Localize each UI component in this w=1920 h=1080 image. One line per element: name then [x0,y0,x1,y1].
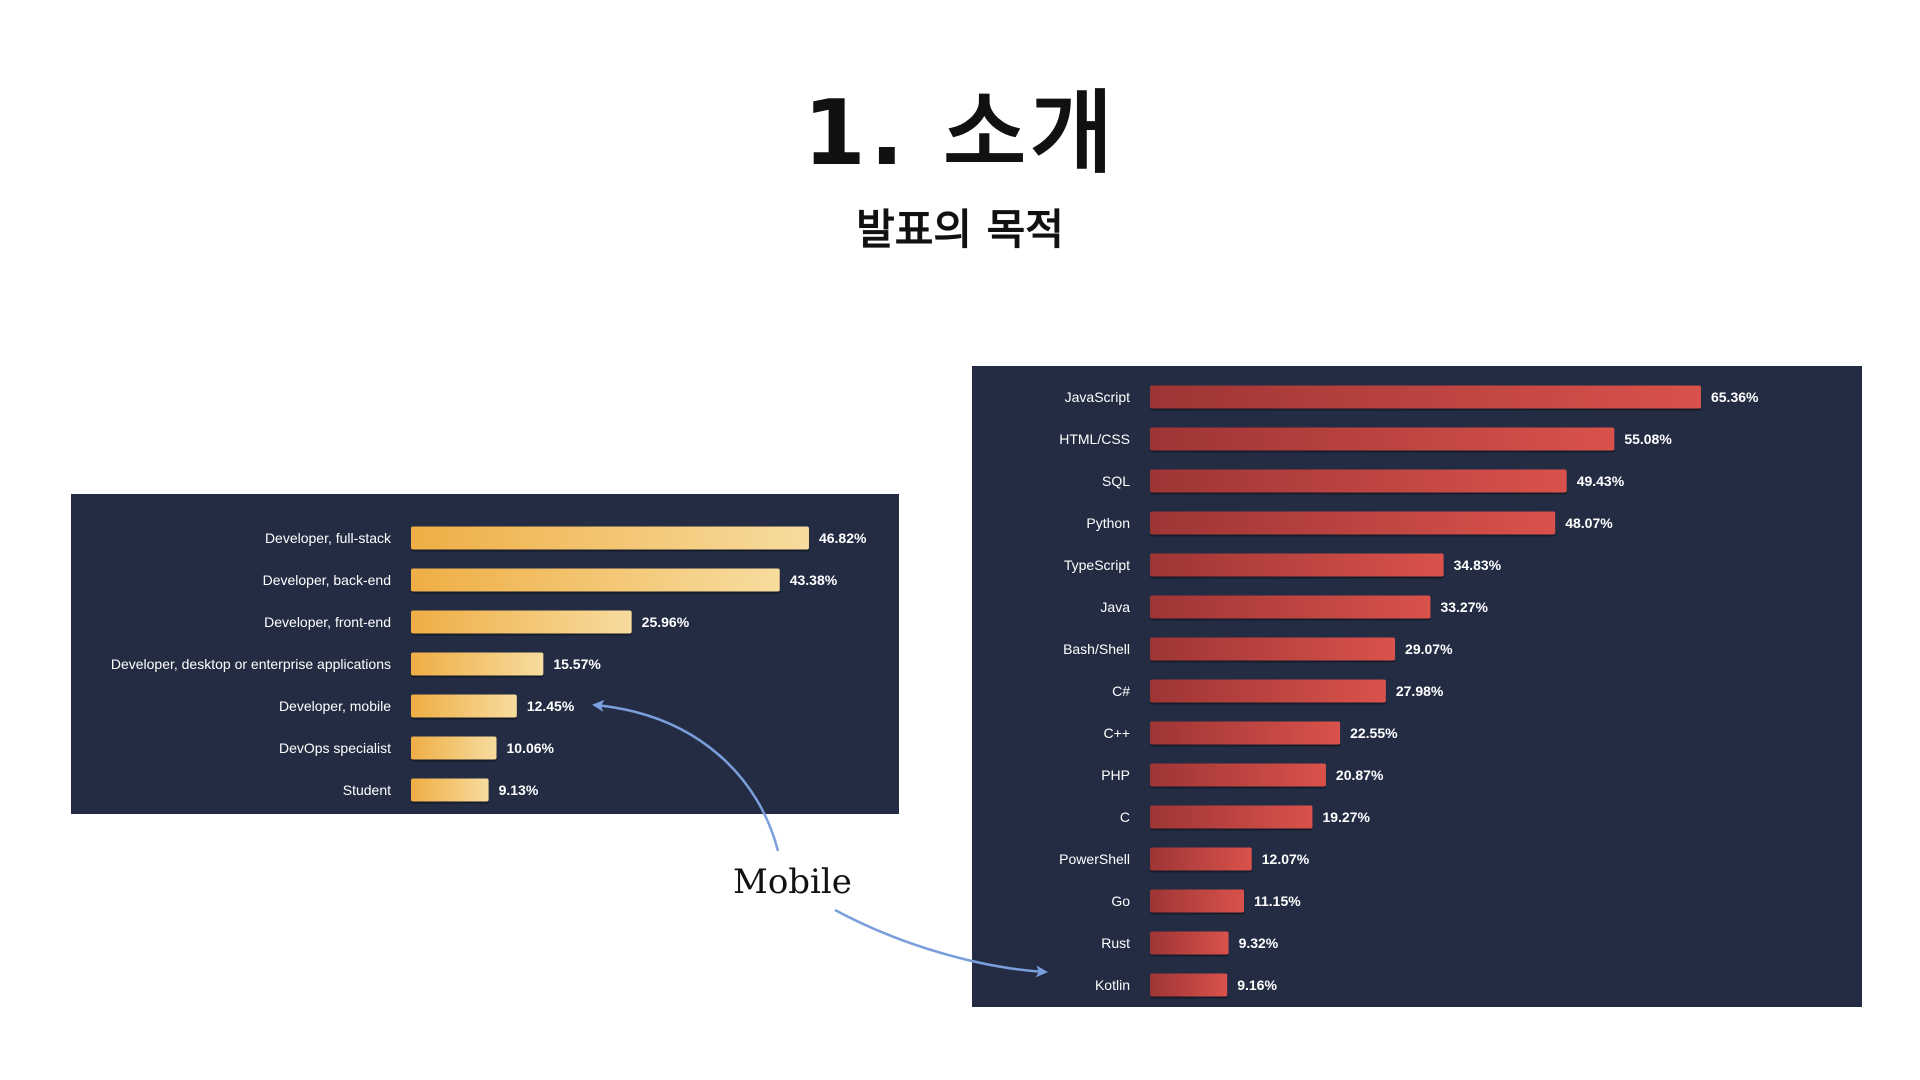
value-label: 65.36% [1711,389,1759,405]
bar [1150,511,1556,535]
value-label: 15.57% [553,656,601,672]
category-label: Developer, full-stack [265,530,392,546]
value-label: 12.45% [527,698,575,714]
value-label: 9.32% [1239,935,1279,951]
category-label: Bash/Shell [1063,641,1130,657]
bar [1150,637,1396,661]
category-label: JavaScript [1065,389,1130,405]
category-label: PowerShell [1059,851,1130,867]
category-label: Go [1111,893,1130,909]
value-label: 9.13% [499,782,539,798]
developer-roles-svg: Developer, full-stack 46.82% Developer, ba… [111,526,867,804]
languages-chart: JavaScript 65.36% HTML/CSS 55.08% SQL 49.43% P… [972,366,1862,1007]
category-label: HTML/CSS [1059,431,1130,447]
bar [1150,805,1313,829]
slide-title: 1. 소개 [803,81,1117,186]
category-label: SQL [1102,473,1130,489]
mobile-annotation: Mobile [733,862,852,902]
slide-subtitle: 발표의 목적 [856,205,1064,254]
category-label: TypeScript [1064,557,1130,573]
value-label: 49.43% [1577,473,1625,489]
value-label: 27.98% [1396,683,1444,699]
bar [1150,973,1228,997]
bar [411,568,780,592]
category-label: C# [1112,683,1130,699]
category-label: C++ [1104,725,1130,741]
category-label: Java [1100,599,1130,615]
arrow-to-kotlin [834,908,1048,978]
bar [411,652,544,676]
value-label: 34.83% [1454,557,1502,573]
developer-roles-chart: Developer, full-stack 46.82% Developer, ba… [71,494,899,814]
languages-svg: JavaScript 65.36% HTML/CSS 55.08% SQL 49.43% P… [1059,385,1759,999]
category-label: Student [343,782,391,798]
value-label: 9.16% [1237,977,1277,993]
bar [411,526,809,550]
category-label: Developer, front-end [264,614,391,630]
category-label: DevOps specialist [279,740,391,756]
value-label: 25.96% [642,614,690,630]
bar [1150,847,1252,871]
bar [411,778,489,802]
value-label: 43.38% [790,572,838,588]
category-label: C [1120,809,1130,825]
value-label: 48.07% [1565,515,1613,531]
value-label: 33.27% [1440,599,1488,615]
bar [1150,889,1244,913]
bar [411,736,497,760]
bar [411,610,632,634]
value-label: 12.07% [1262,851,1310,867]
bar [1150,679,1386,703]
bar [1150,595,1431,619]
value-label: 19.27% [1322,809,1370,825]
value-label: 46.82% [819,530,867,546]
bar [1150,721,1341,745]
value-label: 29.07% [1405,641,1453,657]
value-label: 11.15% [1254,893,1301,909]
value-label: 10.06% [507,740,555,756]
category-label: PHP [1101,767,1130,783]
category-label: Developer, desktop or enterprise applica… [111,656,391,672]
value-label: 20.87% [1336,767,1384,783]
arrow-to-developer-mobile [592,699,780,852]
value-label: 22.55% [1350,725,1398,741]
bar [1150,763,1326,787]
category-label: Developer, back-end [263,572,391,588]
bar [411,694,517,718]
bar [1150,385,1701,409]
bar [1150,553,1444,577]
category-label: Rust [1101,935,1130,951]
bar [1150,427,1615,451]
category-label: Kotlin [1095,977,1130,993]
bar [1150,931,1229,955]
bar [1150,469,1567,493]
category-label: Developer, mobile [279,698,391,714]
value-label: 55.08% [1624,431,1672,447]
category-label: Python [1086,515,1130,531]
